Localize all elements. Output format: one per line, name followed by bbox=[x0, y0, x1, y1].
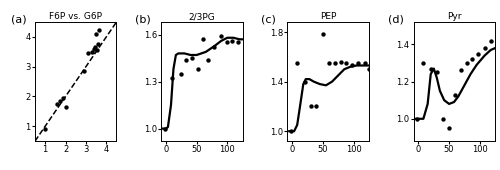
Text: (d): (d) bbox=[388, 15, 404, 25]
Point bbox=[234, 41, 242, 44]
Point bbox=[325, 62, 333, 64]
Point bbox=[468, 58, 476, 61]
Point bbox=[306, 105, 314, 108]
Point bbox=[414, 117, 422, 120]
Text: (a): (a) bbox=[10, 15, 26, 25]
Point bbox=[80, 70, 88, 73]
Point bbox=[161, 127, 169, 130]
Point bbox=[439, 117, 447, 120]
Point bbox=[451, 93, 459, 96]
Point bbox=[228, 40, 236, 42]
Point bbox=[426, 67, 434, 70]
Point bbox=[210, 46, 218, 48]
Title: 2/3PG: 2/3PG bbox=[188, 12, 216, 21]
Point bbox=[300, 80, 308, 83]
Point bbox=[93, 49, 101, 52]
Point bbox=[319, 33, 327, 36]
Title: F6P vs. G6P: F6P vs. G6P bbox=[49, 12, 102, 21]
Text: (b): (b) bbox=[135, 15, 151, 25]
Point bbox=[94, 43, 102, 46]
Point bbox=[464, 62, 471, 64]
Point bbox=[182, 58, 190, 61]
Point bbox=[331, 62, 339, 64]
Point bbox=[217, 35, 225, 38]
Point bbox=[293, 62, 301, 64]
Point bbox=[62, 106, 70, 108]
Point bbox=[199, 38, 207, 41]
Point bbox=[474, 52, 482, 55]
Point bbox=[348, 64, 356, 67]
Point bbox=[360, 62, 368, 64]
Point bbox=[90, 47, 98, 50]
Point bbox=[224, 41, 232, 44]
Point bbox=[168, 77, 176, 80]
Point bbox=[88, 50, 96, 53]
Point bbox=[445, 127, 453, 129]
Title: Pyr: Pyr bbox=[447, 12, 462, 21]
Point bbox=[480, 47, 488, 49]
Point bbox=[54, 103, 62, 105]
Point bbox=[365, 68, 373, 71]
Point bbox=[287, 130, 295, 133]
Point bbox=[486, 39, 494, 42]
Point bbox=[84, 52, 92, 55]
Point bbox=[56, 100, 64, 102]
Point bbox=[92, 33, 100, 35]
Point bbox=[41, 128, 49, 131]
Point bbox=[91, 46, 99, 49]
Point bbox=[433, 71, 441, 74]
Text: (c): (c) bbox=[262, 15, 276, 25]
Point bbox=[188, 57, 196, 59]
Point bbox=[458, 69, 466, 72]
Point bbox=[194, 68, 202, 70]
Point bbox=[420, 62, 428, 64]
Point bbox=[354, 62, 362, 64]
Point bbox=[338, 60, 345, 63]
Point bbox=[342, 62, 350, 64]
Point bbox=[204, 58, 212, 61]
Point bbox=[60, 97, 68, 99]
Point bbox=[178, 72, 186, 75]
Point bbox=[95, 28, 103, 31]
Point bbox=[312, 105, 320, 108]
Title: PEP: PEP bbox=[320, 12, 336, 21]
